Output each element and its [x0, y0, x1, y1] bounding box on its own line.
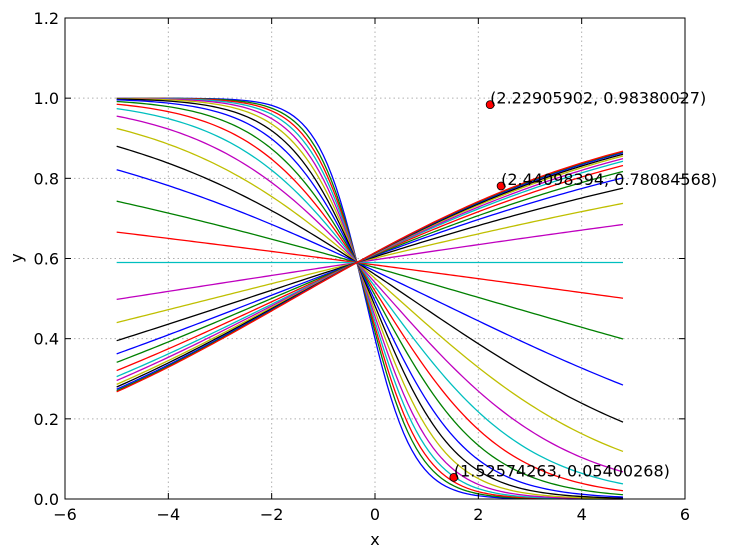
x-tick-label: −4: [157, 505, 181, 524]
x-tick-label: 6: [680, 505, 690, 524]
series-line: [116, 100, 624, 496]
x-tick-label: 4: [577, 505, 587, 524]
x-tick-label: 2: [473, 505, 483, 524]
ticks: −6 −4 −2 0 2 4 6 0.0 0.2 0.4 0.6 0.8 1.0 1.2: [34, 9, 691, 524]
y-tick-label: 0.6: [34, 250, 59, 269]
series-line: [116, 115, 624, 473]
x-tick-label: 0: [370, 505, 380, 524]
data-points: (2.22905902, 0.98380027) (2.44098394, 0.7…: [449, 89, 717, 482]
series-line: [116, 157, 624, 382]
series-line: [116, 97, 624, 500]
series-line: [116, 98, 624, 499]
point-annotation: (2.44098394, 0.78084568): [501, 170, 717, 189]
series-line: [116, 170, 624, 363]
series-line: [116, 169, 624, 386]
x-axis-label: x: [370, 530, 379, 549]
series-line: [116, 200, 624, 340]
series-line: [116, 150, 624, 393]
y-tick-label: 1.2: [34, 9, 59, 28]
point-annotation: (1.52574263, 0.05400268): [454, 461, 670, 480]
series-line: [116, 145, 624, 423]
point-annotation: (2.22905902, 0.98380027): [490, 89, 706, 108]
data-point: [485, 100, 495, 110]
y-tick-label: 0.8: [34, 169, 59, 188]
series-line: [116, 127, 624, 453]
y-axis-label: y: [7, 253, 26, 262]
series-line: [116, 223, 624, 301]
data-point: [496, 181, 506, 191]
series-line: [116, 97, 624, 500]
x-tick-label: −2: [260, 505, 284, 524]
y-tick-label: 0.4: [34, 330, 59, 349]
data-point: [449, 472, 459, 482]
series-line: [116, 202, 624, 324]
series-line: [116, 99, 624, 498]
x-tick-label: −6: [53, 505, 77, 524]
series-line: [116, 107, 624, 485]
curves: [116, 97, 624, 500]
y-tick-label: 0.0: [34, 490, 59, 509]
y-tick-label: 1.0: [34, 89, 59, 108]
series-line: [116, 231, 624, 299]
series-line: [116, 103, 624, 492]
grid: [65, 18, 685, 499]
series-line: [116, 187, 624, 342]
series-line: [116, 97, 624, 500]
y-tick-label: 0.2: [34, 410, 59, 429]
